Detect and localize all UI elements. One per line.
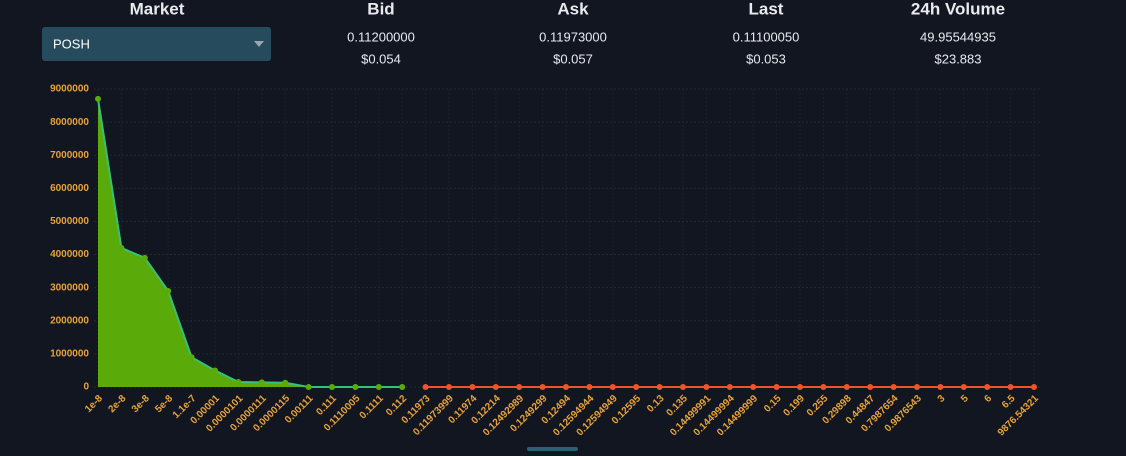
column-price: 0.11973000 xyxy=(539,29,607,44)
y-tick-label: 1000000 xyxy=(50,349,89,360)
data-point xyxy=(235,379,242,386)
area-fill xyxy=(98,98,403,387)
data-point xyxy=(492,384,499,390)
data-point xyxy=(656,384,663,390)
data-point xyxy=(118,244,125,251)
data-point xyxy=(516,384,523,390)
data-point xyxy=(937,384,944,390)
data-point xyxy=(329,384,335,390)
dropdown-arrow[interactable] xyxy=(254,41,264,47)
y-tick-label: 8000000 xyxy=(50,117,89,128)
data-point xyxy=(352,384,359,390)
series-line xyxy=(97,98,403,388)
data-point xyxy=(539,384,546,390)
data-point xyxy=(586,384,593,390)
data-point xyxy=(750,384,757,390)
column-title: 24h Volume xyxy=(911,0,1005,18)
data-point xyxy=(212,367,218,374)
market-title: Market xyxy=(130,0,185,18)
data-point xyxy=(1007,384,1014,390)
column-price: 0.11100050 xyxy=(733,29,800,44)
column-title: Last xyxy=(749,0,784,18)
y-tick-label: 4000000 xyxy=(50,249,89,260)
data-point xyxy=(820,384,827,390)
data-point xyxy=(890,384,897,390)
data-point xyxy=(914,384,920,390)
y-tick-label: 7000000 xyxy=(50,150,89,161)
y-tick-label: 5000000 xyxy=(50,216,89,227)
data-point xyxy=(375,384,382,390)
data-point xyxy=(258,379,265,386)
data-point xyxy=(141,254,148,261)
data-point xyxy=(188,354,195,361)
data-point xyxy=(446,384,452,390)
data-point xyxy=(843,384,850,390)
data-point xyxy=(680,384,686,390)
column-usd: $0.054 xyxy=(361,51,401,66)
data-point xyxy=(305,384,312,390)
y-tick-label: 6000000 xyxy=(50,183,89,194)
column-usd: $23.883 xyxy=(935,51,982,66)
data-point xyxy=(633,384,640,390)
data-point xyxy=(773,384,780,390)
data-point xyxy=(165,287,172,294)
column-usd: $0.057 xyxy=(553,51,593,66)
data-point xyxy=(867,384,874,390)
data-point xyxy=(563,384,569,390)
data-point xyxy=(399,384,406,390)
data-point xyxy=(797,384,803,390)
y-tick-label: 0 xyxy=(83,382,89,393)
data-point xyxy=(95,95,101,102)
scroll-handle[interactable] xyxy=(527,447,578,451)
data-point xyxy=(726,384,733,390)
data-point xyxy=(469,384,476,390)
column-title: Ask xyxy=(557,0,589,18)
data-point xyxy=(422,384,429,390)
data-point xyxy=(282,379,289,386)
column-usd: $0.053 xyxy=(746,51,786,66)
y-tick-label: 3000000 xyxy=(50,282,89,293)
data-point xyxy=(703,384,710,390)
column-title: Bid xyxy=(367,0,394,18)
y-tick-label: 9000000 xyxy=(50,84,89,95)
y-tick-label: 2000000 xyxy=(50,315,89,326)
data-point xyxy=(984,384,991,390)
data-point xyxy=(1031,384,1037,390)
column-price: 0.11200000 xyxy=(347,29,415,44)
data-point xyxy=(609,384,616,390)
dropdown-box[interactable] xyxy=(42,27,271,61)
dropdown-value[interactable]: POSH xyxy=(53,36,90,51)
data-point xyxy=(960,384,967,390)
market-dropdown[interactable]: POSH xyxy=(42,27,271,61)
column-price: 49.95544935 xyxy=(920,29,996,44)
